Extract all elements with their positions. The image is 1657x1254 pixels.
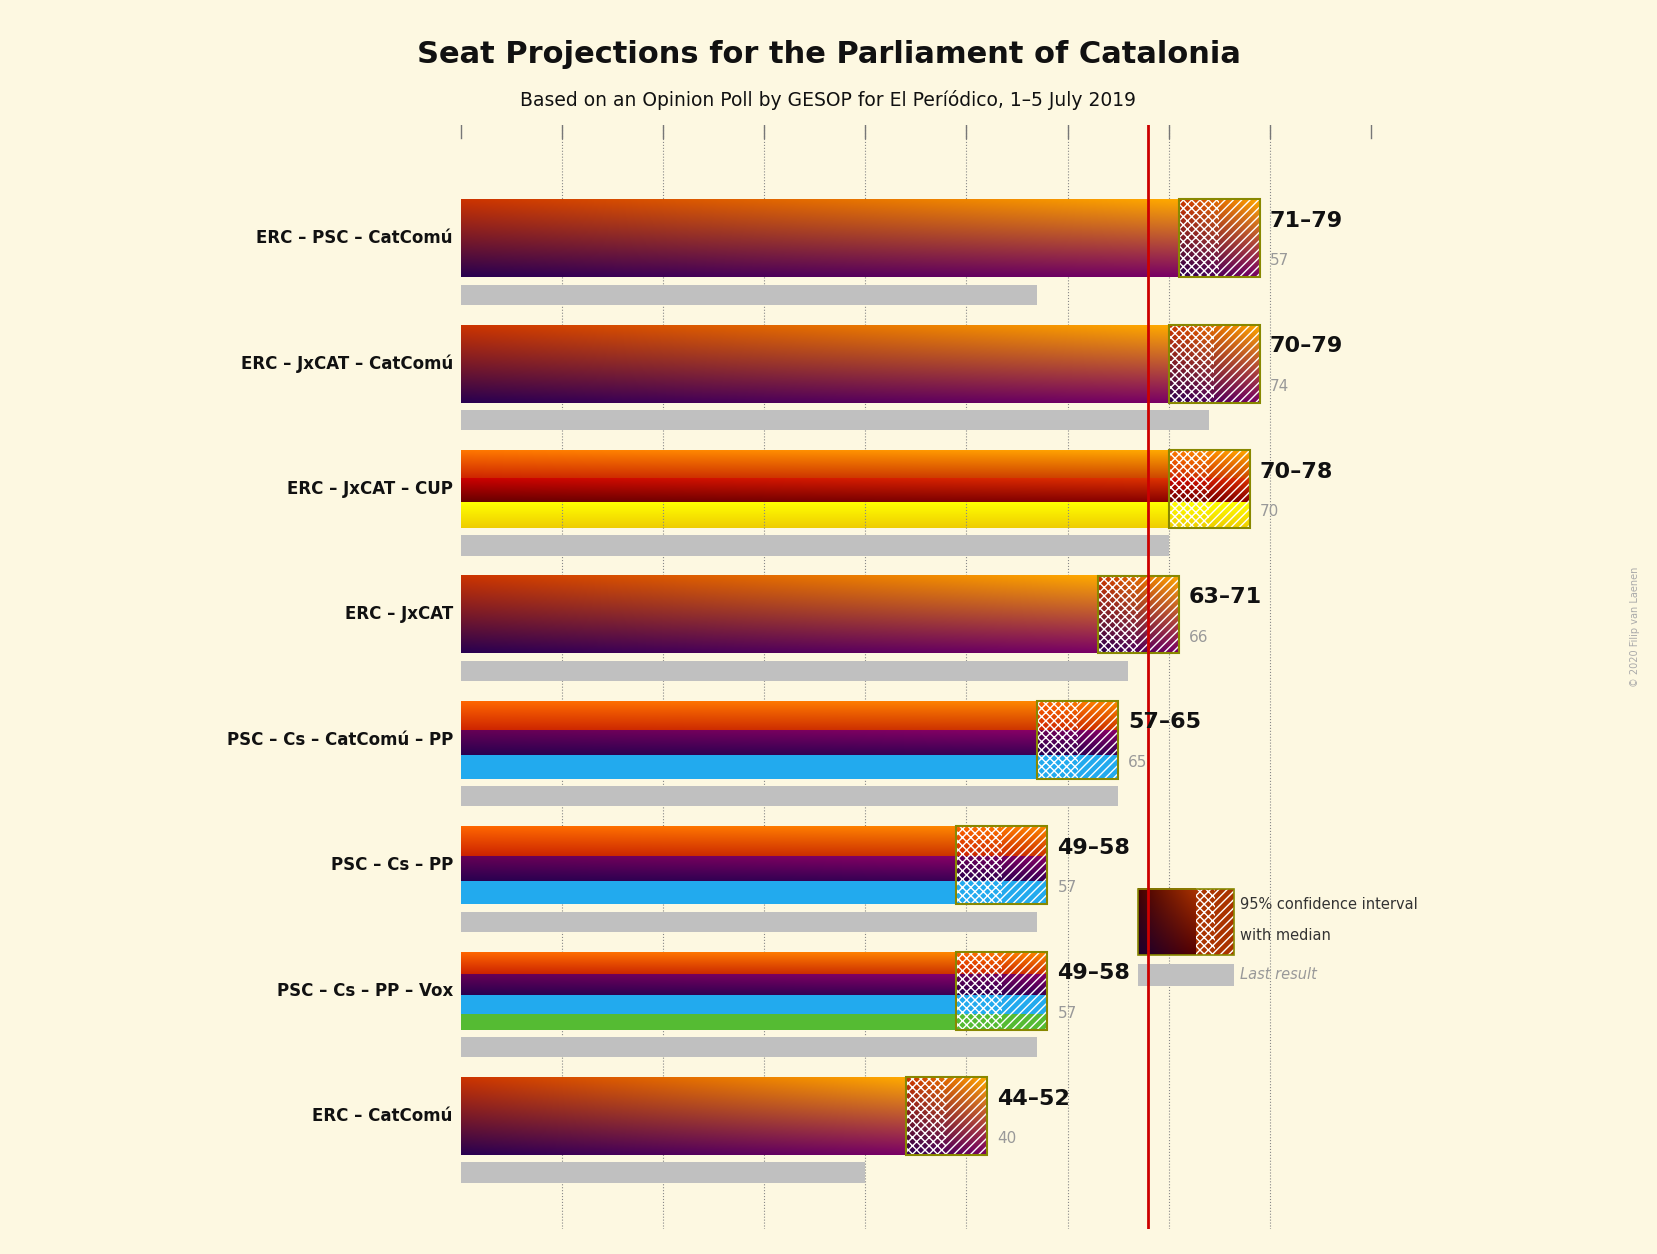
Bar: [1168, 325, 1215, 403]
Text: 57–65: 57–65: [1128, 712, 1201, 732]
Bar: [461, 1162, 865, 1183]
Bar: [1178, 199, 1259, 277]
Text: 74: 74: [1269, 379, 1289, 394]
Text: ERC – JxCAT – CatComú: ERC – JxCAT – CatComú: [240, 355, 452, 372]
Bar: [1178, 199, 1220, 277]
Text: 63–71: 63–71: [1190, 587, 1263, 607]
Bar: [461, 410, 1210, 430]
Text: 57: 57: [1057, 1006, 1077, 1021]
Bar: [1168, 450, 1210, 528]
Bar: [461, 880, 956, 904]
Text: © 2020 Filip van Laenen: © 2020 Filip van Laenen: [1630, 567, 1640, 687]
Bar: [461, 786, 1118, 806]
Bar: [1210, 450, 1249, 528]
Bar: [1099, 576, 1178, 653]
Bar: [956, 1014, 1047, 1030]
Text: ERC – CatComú: ERC – CatComú: [313, 1107, 452, 1125]
Bar: [1168, 325, 1259, 403]
Bar: [946, 1077, 986, 1155]
Text: PSC – Cs – CatComú – PP: PSC – Cs – CatComú – PP: [227, 731, 452, 749]
Bar: [956, 826, 1047, 904]
Text: 49–58: 49–58: [1057, 838, 1130, 858]
Bar: [461, 661, 1128, 681]
Bar: [956, 994, 1047, 1014]
Text: ERC – JxCAT – CUP: ERC – JxCAT – CUP: [287, 480, 452, 498]
Text: 57: 57: [1057, 880, 1077, 895]
Bar: [956, 826, 1002, 904]
Bar: [956, 952, 1047, 1030]
Bar: [1002, 826, 1047, 904]
Bar: [461, 755, 1037, 779]
Bar: [1196, 889, 1215, 954]
Text: 70–78: 70–78: [1259, 461, 1334, 482]
Bar: [1215, 325, 1259, 403]
Bar: [1138, 576, 1178, 653]
Bar: [906, 1077, 986, 1155]
Bar: [1002, 952, 1047, 1030]
Bar: [906, 1077, 946, 1155]
Text: ERC – PSC – CatComú: ERC – PSC – CatComú: [257, 229, 452, 247]
Text: Seat Projections for the Parliament of Catalonia: Seat Projections for the Parliament of C…: [416, 40, 1241, 69]
Bar: [1215, 889, 1234, 954]
Text: 49–58: 49–58: [1057, 963, 1130, 983]
Bar: [461, 1037, 1037, 1057]
Text: 95% confidence interval: 95% confidence interval: [1241, 897, 1418, 912]
Bar: [1037, 701, 1118, 779]
Bar: [1168, 450, 1249, 528]
Bar: [461, 1014, 956, 1030]
Bar: [956, 952, 1002, 1030]
Bar: [1099, 576, 1138, 653]
Bar: [1220, 199, 1259, 277]
Text: 71–79: 71–79: [1269, 211, 1342, 231]
Bar: [461, 285, 1037, 305]
Bar: [461, 535, 1168, 556]
Bar: [1077, 701, 1118, 779]
Text: with median: with median: [1241, 928, 1331, 943]
Bar: [1037, 755, 1118, 779]
Text: PSC – Cs – PP – Vox: PSC – Cs – PP – Vox: [277, 982, 452, 999]
Text: 44–52: 44–52: [998, 1088, 1069, 1109]
Bar: [461, 912, 1037, 932]
Text: 57: 57: [1269, 253, 1289, 268]
Bar: [1037, 701, 1077, 779]
Bar: [956, 880, 1047, 904]
Text: 66: 66: [1190, 630, 1208, 645]
Text: Based on an Opinion Poll by GESOP for El Períódico, 1–5 July 2019: Based on an Opinion Poll by GESOP for El…: [520, 90, 1137, 110]
Text: Last result: Last result: [1241, 967, 1317, 982]
Text: ERC – JxCAT: ERC – JxCAT: [345, 606, 452, 623]
Text: 40: 40: [998, 1131, 1016, 1146]
Bar: [1138, 889, 1234, 954]
Text: 70–79: 70–79: [1269, 336, 1344, 356]
Text: 70: 70: [1259, 504, 1279, 519]
Text: 65: 65: [1128, 755, 1148, 770]
Text: PSC – Cs – PP: PSC – Cs – PP: [330, 856, 452, 874]
Bar: [1196, 889, 1234, 954]
Bar: [1138, 963, 1234, 986]
Bar: [461, 994, 956, 1014]
